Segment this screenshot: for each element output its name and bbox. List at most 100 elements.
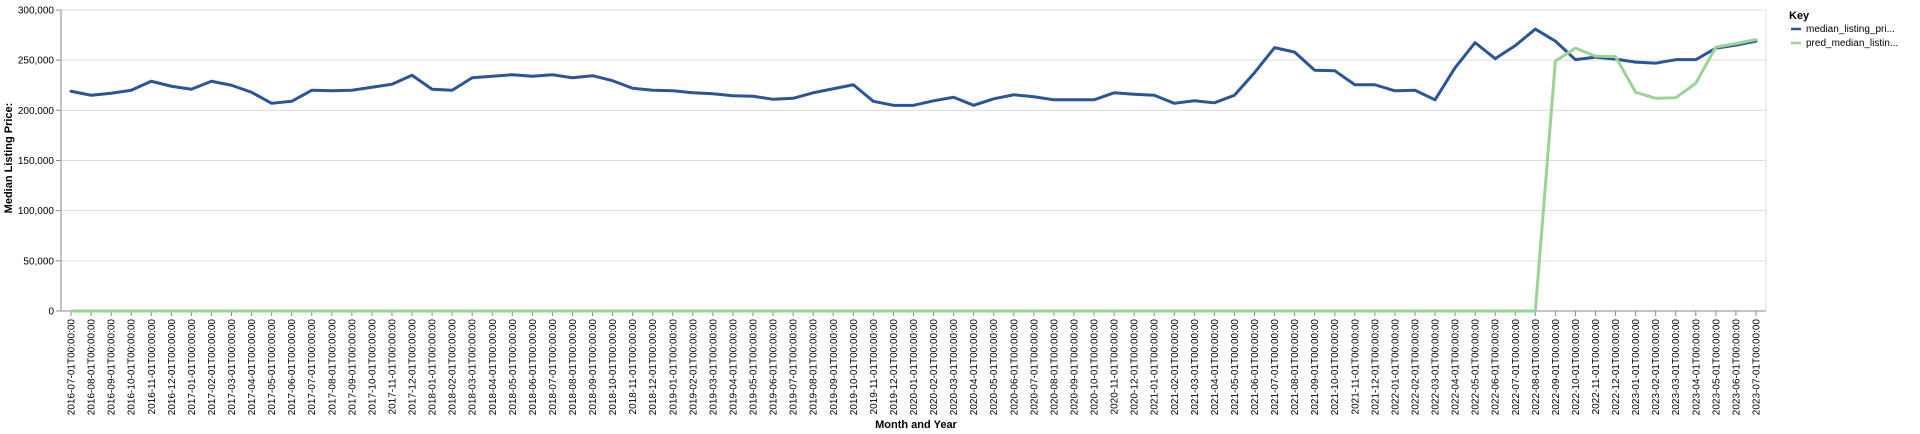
x-tick-label: 2020-05-01T00:00:00 — [989, 319, 1000, 416]
x-tick-label: 2019-05-01T00:00:00 — [749, 319, 760, 416]
x-tick-label: 2023-02-01T00:00:00 — [1651, 319, 1662, 416]
series-line-2 — [69, 38, 1758, 313]
y-axis: 0 50,000 100,000 150,000 200,000 250,000 300,0… — [18, 6, 62, 318]
x-tick-label: 2019-08-01T00:00:00 — [809, 319, 820, 416]
x-tick-label: 2021-04-01T00:00:00 — [1210, 319, 1221, 416]
x-tick-label: 2016-11-01T00:00:00 — [147, 319, 158, 415]
x-tick-label: 2018-12-01T00:00:00 — [648, 319, 659, 416]
y-tick-label: 50,000 — [23, 256, 54, 267]
x-tick-label: 2020-03-01T00:00:00 — [949, 319, 960, 416]
x-tick-label: 2018-01-01T00:00:00 — [428, 319, 439, 416]
x-tick-label: 2017-09-01T00:00:00 — [347, 319, 358, 416]
x-tick-label: 2019-12-01T00:00:00 — [889, 319, 900, 416]
y-tick-label: 250,000 — [18, 56, 55, 67]
x-tick-label: 2021-05-01T00:00:00 — [1230, 319, 1241, 416]
x-tick-label: 2023-04-01T00:00:00 — [1691, 319, 1702, 416]
x-tick-label: 2017-04-01T00:00:00 — [247, 319, 258, 416]
x-tick-label: 2017-01-01T00:00:00 — [187, 319, 198, 416]
legend-title: Key — [1789, 10, 1810, 22]
x-tick-label: 2022-04-01T00:00:00 — [1451, 319, 1462, 416]
x-tick-label: 2021-10-01T00:00:00 — [1330, 319, 1341, 416]
x-tick-label: 2022-01-01T00:00:00 — [1390, 319, 1401, 416]
legend-label: pred_median_listin... — [1806, 38, 1898, 49]
x-tick-label: 2020-10-01T00:00:00 — [1090, 319, 1101, 416]
x-tick-label: 2016-07-01T00:00:00 — [67, 319, 78, 416]
x-tick-label: 2022-02-01T00:00:00 — [1410, 319, 1421, 416]
x-tick-label: 2022-03-01T00:00:00 — [1431, 319, 1442, 416]
x-tick-label: 2020-02-01T00:00:00 — [929, 319, 940, 416]
x-tick-label: 2022-10-01T00:00:00 — [1571, 319, 1582, 416]
y-tick-label: 300,000 — [18, 6, 55, 17]
y-axis-title: Median Listing Price: — [3, 103, 15, 214]
x-tick-label: 2021-06-01T00:00:00 — [1250, 319, 1261, 416]
legend: Key median_listing_pri... pred_median_lis… — [1789, 10, 1898, 49]
x-tick-label: 2023-05-01T00:00:00 — [1711, 319, 1722, 416]
x-tick-label: 2022-12-01T00:00:00 — [1611, 319, 1622, 416]
x-tick-label: 2017-02-01T00:00:00 — [207, 319, 218, 416]
x-tick-label: 2017-03-01T00:00:00 — [227, 319, 238, 416]
x-tick-label: 2019-10-01T00:00:00 — [849, 319, 860, 416]
y-tick-label: 0 — [48, 307, 54, 318]
x-tick-label: 2018-11-01T00:00:00 — [628, 319, 639, 415]
x-tick-label: 2019-09-01T00:00:00 — [829, 319, 840, 416]
x-tick-label: 2020-09-01T00:00:00 — [1069, 319, 1080, 416]
x-tick-label: 2017-06-01T00:00:00 — [287, 319, 298, 416]
x-tick-label: 2021-08-01T00:00:00 — [1290, 319, 1301, 416]
x-tick-label: 2022-09-01T00:00:00 — [1551, 319, 1562, 416]
x-tick-label: 2017-08-01T00:00:00 — [327, 319, 338, 416]
x-tick-label: 2017-12-01T00:00:00 — [408, 319, 419, 416]
x-tick-label: 2023-06-01T00:00:00 — [1731, 319, 1742, 416]
x-tick-label: 2020-06-01T00:00:00 — [1009, 319, 1020, 416]
x-tick-label: 2020-01-01T00:00:00 — [909, 319, 920, 416]
series-lines — [69, 27, 1758, 313]
series-line-1 — [69, 27, 1758, 107]
gridlines — [60, 9, 1767, 312]
x-tick-label: 2022-11-01T00:00:00 — [1591, 319, 1602, 415]
x-tick-label: 2021-12-01T00:00:00 — [1370, 319, 1381, 416]
x-tick-label: 2016-08-01T00:00:00 — [87, 319, 98, 416]
x-tick-label: 2023-03-01T00:00:00 — [1671, 319, 1682, 416]
x-tick-label: 2018-03-01T00:00:00 — [468, 319, 479, 416]
x-tick-label: 2016-12-01T00:00:00 — [167, 319, 178, 416]
y-tick-label: 200,000 — [18, 106, 55, 117]
x-tick-label: 2021-07-01T00:00:00 — [1270, 319, 1281, 416]
x-tick-label: 2018-10-01T00:00:00 — [608, 319, 619, 416]
x-tick-label: 2017-07-01T00:00:00 — [307, 319, 318, 416]
x-tick-label: 2018-07-01T00:00:00 — [548, 319, 559, 416]
x-tick-label: 2017-05-01T00:00:00 — [267, 319, 278, 416]
x-tick-label: 2016-10-01T00:00:00 — [127, 319, 138, 416]
x-tick-label: 2020-08-01T00:00:00 — [1049, 319, 1060, 416]
x-tick-label: 2019-06-01T00:00:00 — [769, 319, 780, 416]
x-tick-label: 2019-02-01T00:00:00 — [688, 319, 699, 416]
x-tick-label: 2021-03-01T00:00:00 — [1190, 319, 1201, 416]
x-tick-label: 2021-01-01T00:00:00 — [1150, 319, 1161, 416]
x-axis-title: Month and Year — [875, 419, 957, 431]
x-tick-label: 2020-11-01T00:00:00 — [1110, 319, 1121, 415]
x-tick-label: 2017-11-01T00:00:00 — [387, 319, 398, 415]
x-tick-label: 2018-09-01T00:00:00 — [588, 319, 599, 416]
x-tick-label: 2019-03-01T00:00:00 — [708, 319, 719, 416]
y-tick-label: 150,000 — [18, 156, 55, 167]
x-tick-label: 2016-09-01T00:00:00 — [107, 319, 118, 416]
x-tick-label: 2021-02-01T00:00:00 — [1170, 319, 1181, 416]
x-tick-label: 2018-04-01T00:00:00 — [488, 319, 499, 416]
x-tick-label: 2018-05-01T00:00:00 — [508, 319, 519, 416]
x-tick-label: 2023-07-01T00:00:00 — [1751, 319, 1762, 416]
x-tick-label: 2022-08-01T00:00:00 — [1531, 319, 1542, 416]
x-tick-label: 2018-08-01T00:00:00 — [568, 319, 579, 416]
x-tick-label: 2021-09-01T00:00:00 — [1310, 319, 1321, 416]
y-tick-label: 100,000 — [18, 206, 55, 217]
legend-label: median_listing_pri... — [1806, 24, 1895, 35]
x-tick-label: 2017-10-01T00:00:00 — [367, 319, 378, 416]
x-tick-label: 2020-12-01T00:00:00 — [1130, 319, 1141, 416]
x-tick-label: 2021-11-01T00:00:00 — [1350, 319, 1361, 415]
x-tick-label: 2018-02-01T00:00:00 — [448, 319, 459, 416]
x-tick-label: 2022-05-01T00:00:00 — [1471, 319, 1482, 416]
x-tick-label: 2022-07-01T00:00:00 — [1511, 319, 1522, 416]
x-axis: 2016-07-01T00:00:00 2016-08-01T00:00:00 20… — [61, 310, 1766, 416]
x-tick-label: 2020-07-01T00:00:00 — [1029, 319, 1040, 416]
x-tick-label: 2019-11-01T00:00:00 — [869, 319, 880, 415]
x-tick-label: 2019-04-01T00:00:00 — [728, 319, 739, 416]
x-tick-label: 2018-06-01T00:00:00 — [528, 319, 539, 416]
